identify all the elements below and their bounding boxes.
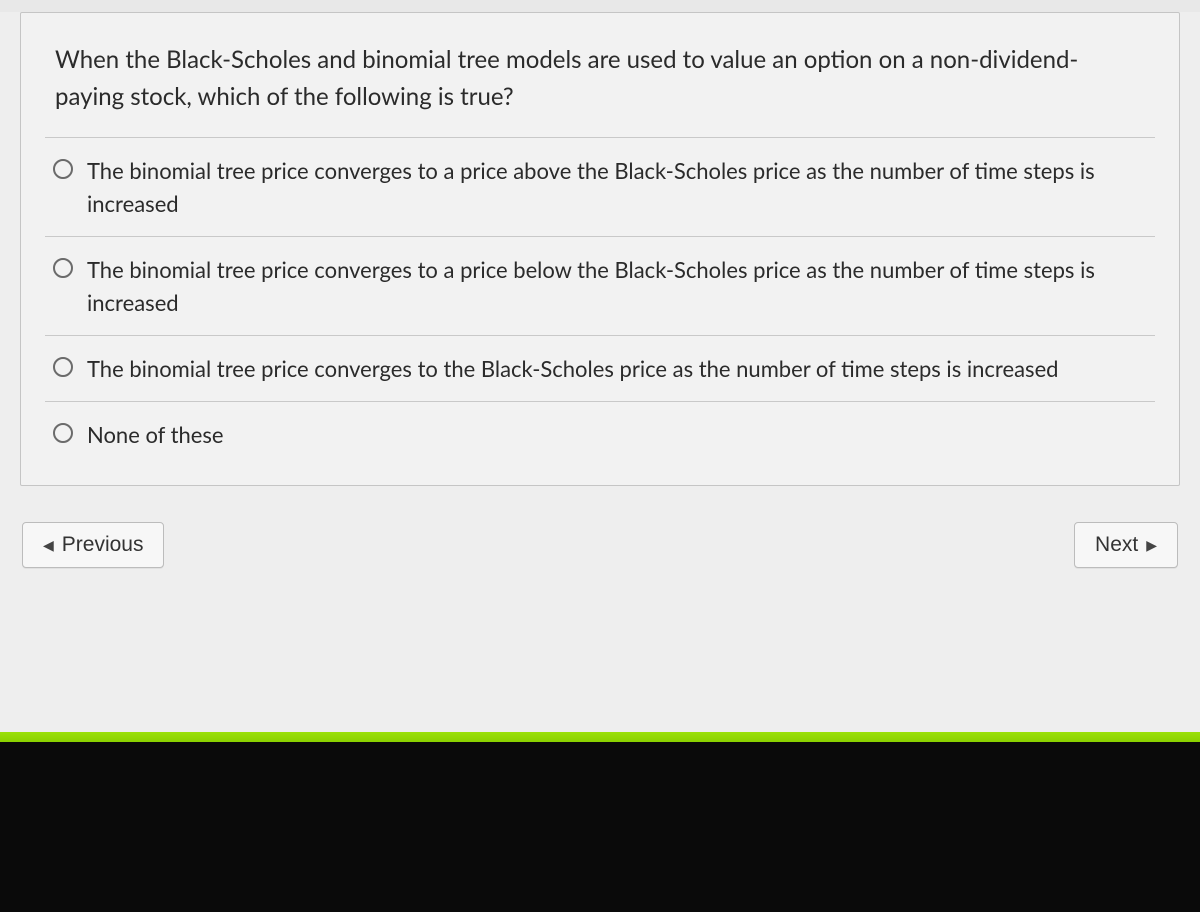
radio-icon [53,258,73,278]
chevron-left-icon: ◀ [43,537,54,554]
answer-text: The binomial tree price converges to a p… [87,253,1147,319]
question-card: When the Black-Scholes and binomial tree… [20,12,1180,486]
answer-text: None of these [87,418,224,451]
chevron-right-icon: ▶ [1146,537,1157,554]
answer-text: The binomial tree price converges to a p… [87,154,1147,220]
quiz-page: When the Black-Scholes and binomial tree… [0,12,1200,732]
answer-option-2[interactable]: The binomial tree price converges to the… [45,336,1155,402]
radio-icon [53,159,73,179]
progress-bar-track [0,732,1200,742]
next-button[interactable]: Next ▶ [1074,522,1178,568]
radio-icon [53,357,73,377]
answer-option-3[interactable]: None of these [45,402,1155,467]
question-stem: When the Black-Scholes and binomial tree… [21,13,1179,137]
previous-button[interactable]: ◀ Previous [22,522,164,568]
nav-row: ◀ Previous Next ▶ [0,486,1200,578]
next-label: Next [1095,533,1138,557]
answer-option-1[interactable]: The binomial tree price converges to a p… [45,237,1155,336]
answer-option-0[interactable]: The binomial tree price converges to a p… [45,138,1155,237]
answer-text: The binomial tree price converges to the… [87,352,1059,385]
bottom-black-region [0,742,1200,912]
progress-bar-fill [0,732,1200,742]
previous-label: Previous [62,533,144,557]
answer-list: The binomial tree price converges to a p… [45,137,1155,467]
radio-icon [53,423,73,443]
